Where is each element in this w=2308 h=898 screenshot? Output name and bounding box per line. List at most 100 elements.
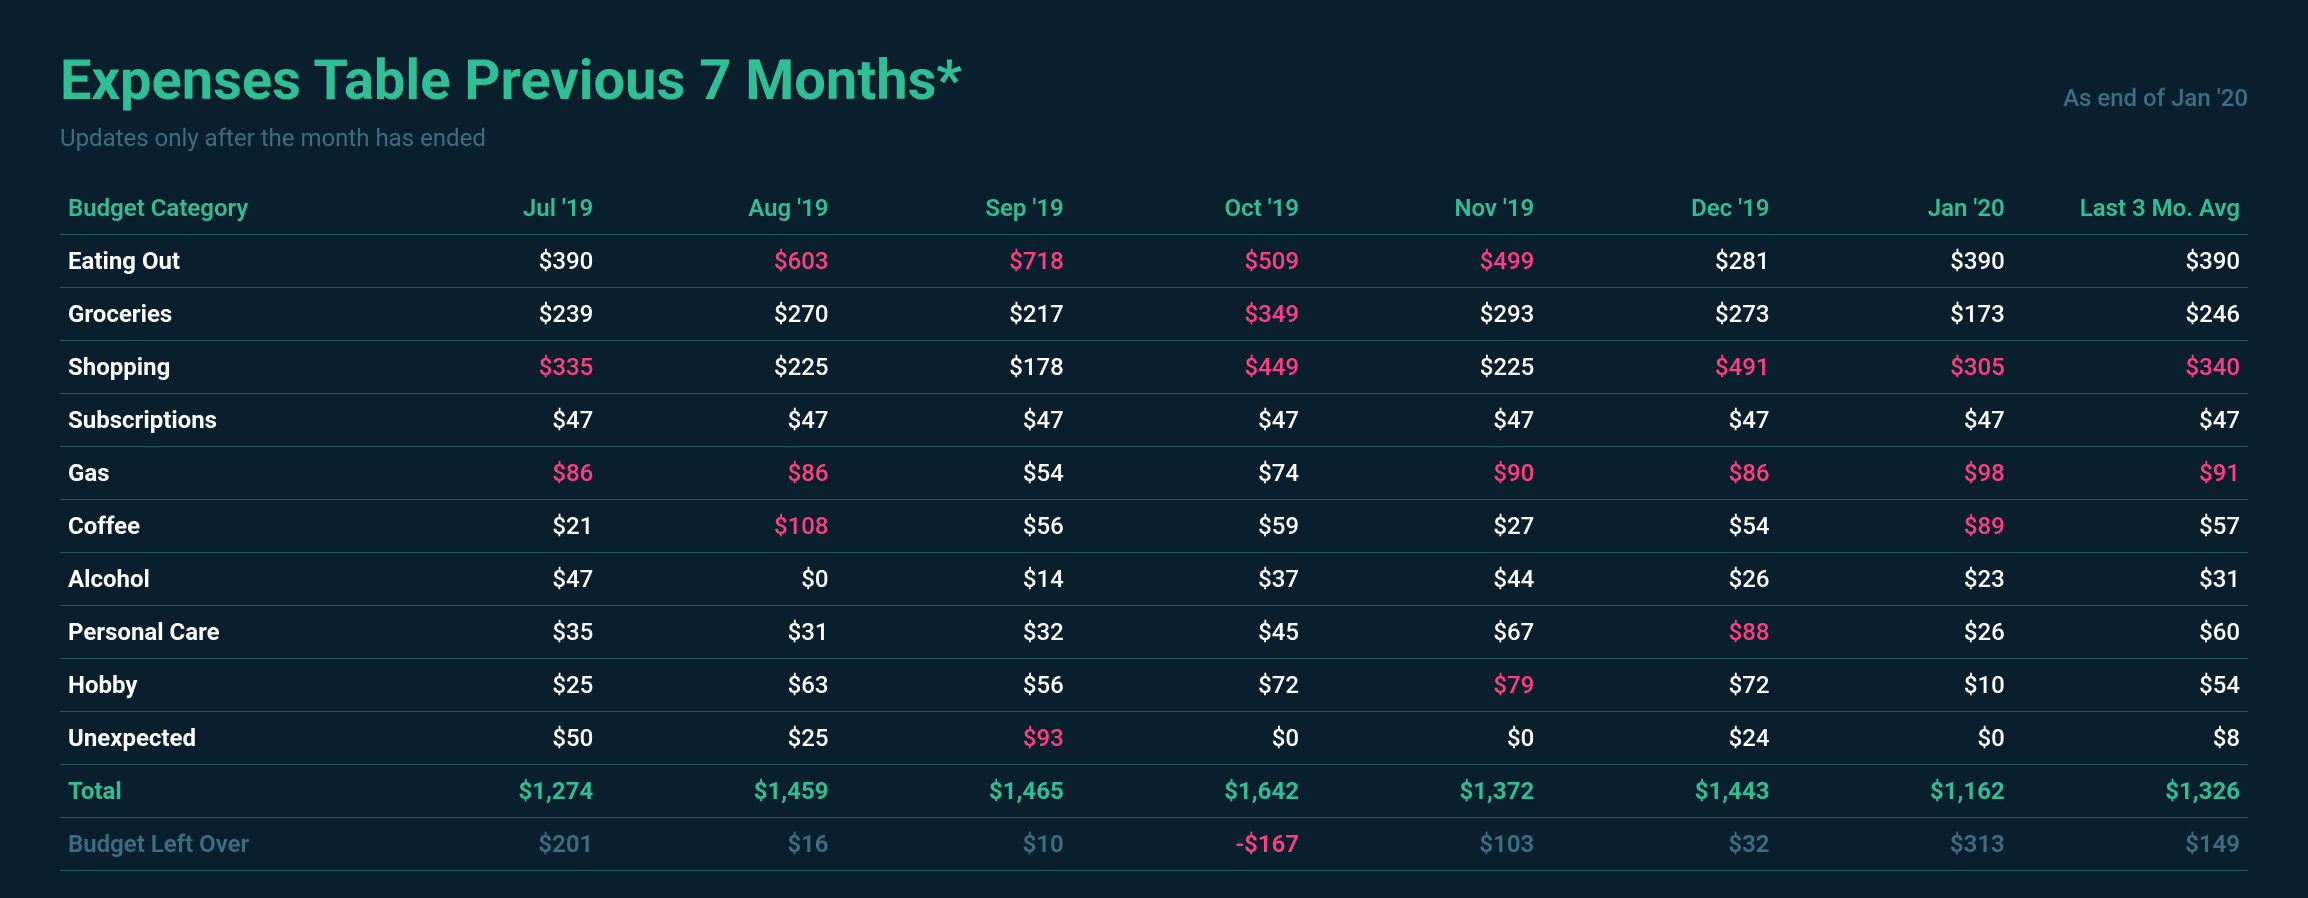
cell-value: $86 <box>366 446 601 499</box>
cell-value: $217 <box>837 287 1072 340</box>
cell-value: $86 <box>601 446 836 499</box>
cell-value: $93 <box>837 711 1072 764</box>
cell-value: $32 <box>837 605 1072 658</box>
cell-value: $390 <box>366 234 601 287</box>
cell-value: $349 <box>1072 287 1307 340</box>
row-label: Gas <box>60 446 366 499</box>
row-label: Alcohol <box>60 552 366 605</box>
cell-value: $10 <box>837 817 1072 870</box>
cell-value: $59 <box>1072 499 1307 552</box>
cell-value: $340 <box>2013 340 2248 393</box>
cell-value: $56 <box>837 499 1072 552</box>
table-row: Total$1,274$1,459$1,465$1,642$1,372$1,44… <box>60 764 2248 817</box>
col-oct-19: Oct '19 <box>1072 182 1307 235</box>
cell-value: $16 <box>601 817 836 870</box>
cell-value: $47 <box>601 393 836 446</box>
row-label: Hobby <box>60 658 366 711</box>
cell-value: $31 <box>601 605 836 658</box>
cell-value: $54 <box>2013 658 2248 711</box>
cell-value: $499 <box>1307 234 1542 287</box>
row-label: Groceries <box>60 287 366 340</box>
col-last-3-mo-avg: Last 3 Mo. Avg <box>2013 182 2248 235</box>
col-dec-19: Dec '19 <box>1542 182 1777 235</box>
cell-value: $239 <box>366 287 601 340</box>
table-body: Eating Out$390$603$718$509$499$281$390$3… <box>60 234 2248 870</box>
cell-value: $86 <box>1542 446 1777 499</box>
table-row: Hobby$25$63$56$72$79$72$10$54 <box>60 658 2248 711</box>
cell-value: $1,443 <box>1542 764 1777 817</box>
cell-value: $47 <box>366 552 601 605</box>
cell-value: $509 <box>1072 234 1307 287</box>
cell-value: $88 <box>1542 605 1777 658</box>
table-row: Eating Out$390$603$718$509$499$281$390$3… <box>60 234 2248 287</box>
cell-value: $246 <box>2013 287 2248 340</box>
header-row: Expenses Table Previous 7 Months* As end… <box>60 50 2248 112</box>
cell-value: $225 <box>601 340 836 393</box>
table-row: Unexpected$50$25$93$0$0$24$0$8 <box>60 711 2248 764</box>
cell-value: $90 <box>1307 446 1542 499</box>
row-label: Shopping <box>60 340 366 393</box>
cell-value: $8 <box>2013 711 2248 764</box>
row-label: Unexpected <box>60 711 366 764</box>
cell-value: $21 <box>366 499 601 552</box>
cell-value: $47 <box>1307 393 1542 446</box>
cell-value: $390 <box>1778 234 2013 287</box>
cell-value: $47 <box>2013 393 2248 446</box>
cell-value: $91 <box>2013 446 2248 499</box>
cell-value: $0 <box>601 552 836 605</box>
table-row: Alcohol$47$0$14$37$44$26$23$31 <box>60 552 2248 605</box>
row-label: Subscriptions <box>60 393 366 446</box>
cell-value: $25 <box>601 711 836 764</box>
page-title: Expenses Table Previous 7 Months* <box>60 50 962 112</box>
subtitle: Updates only after the month has ended <box>60 124 2248 152</box>
cell-value: $47 <box>1542 393 1777 446</box>
table-row: Shopping$335$225$178$449$225$491$305$340 <box>60 340 2248 393</box>
cell-value: $47 <box>1778 393 2013 446</box>
cell-value: $313 <box>1778 817 2013 870</box>
cell-value: $305 <box>1778 340 2013 393</box>
cell-value: $149 <box>2013 817 2248 870</box>
table-row: Personal Care$35$31$32$45$67$88$26$60 <box>60 605 2248 658</box>
cell-value: $718 <box>837 234 1072 287</box>
row-label: Eating Out <box>60 234 366 287</box>
cell-value: $23 <box>1778 552 2013 605</box>
cell-value: $0 <box>1072 711 1307 764</box>
cell-value: $103 <box>1307 817 1542 870</box>
table-row: Gas$86$86$54$74$90$86$98$91 <box>60 446 2248 499</box>
cell-value: $25 <box>366 658 601 711</box>
col-jan-20: Jan '20 <box>1778 182 2013 235</box>
cell-value: $603 <box>601 234 836 287</box>
cell-value: $10 <box>1778 658 2013 711</box>
row-label: Total <box>60 764 366 817</box>
row-label: Personal Care <box>60 605 366 658</box>
cell-value: $108 <box>601 499 836 552</box>
cell-value: $98 <box>1778 446 2013 499</box>
cell-value: $47 <box>837 393 1072 446</box>
cell-value: $335 <box>366 340 601 393</box>
cell-value: $56 <box>837 658 1072 711</box>
cell-value: $281 <box>1542 234 1777 287</box>
cell-value: $50 <box>366 711 601 764</box>
cell-value: $293 <box>1307 287 1542 340</box>
cell-value: $449 <box>1072 340 1307 393</box>
cell-value: $225 <box>1307 340 1542 393</box>
cell-value: $26 <box>1542 552 1777 605</box>
expenses-report: Expenses Table Previous 7 Months* As end… <box>0 0 2308 898</box>
cell-value: $47 <box>366 393 601 446</box>
row-label: Coffee <box>60 499 366 552</box>
cell-value: $178 <box>837 340 1072 393</box>
cell-value: $173 <box>1778 287 2013 340</box>
cell-value: $79 <box>1307 658 1542 711</box>
cell-value: $24 <box>1542 711 1777 764</box>
col-nov-19: Nov '19 <box>1307 182 1542 235</box>
cell-value: $14 <box>837 552 1072 605</box>
cell-value: $72 <box>1072 658 1307 711</box>
cell-value: $60 <box>2013 605 2248 658</box>
cell-value: $63 <box>601 658 836 711</box>
table-header-row: Budget CategoryJul '19Aug '19Sep '19Oct … <box>60 182 2248 235</box>
table-row: Budget Left Over$201$16$10-$167$103$32$3… <box>60 817 2248 870</box>
cell-value: $31 <box>2013 552 2248 605</box>
expenses-table: Budget CategoryJul '19Aug '19Sep '19Oct … <box>60 182 2248 871</box>
cell-value: $57 <box>2013 499 2248 552</box>
cell-value: $201 <box>366 817 601 870</box>
